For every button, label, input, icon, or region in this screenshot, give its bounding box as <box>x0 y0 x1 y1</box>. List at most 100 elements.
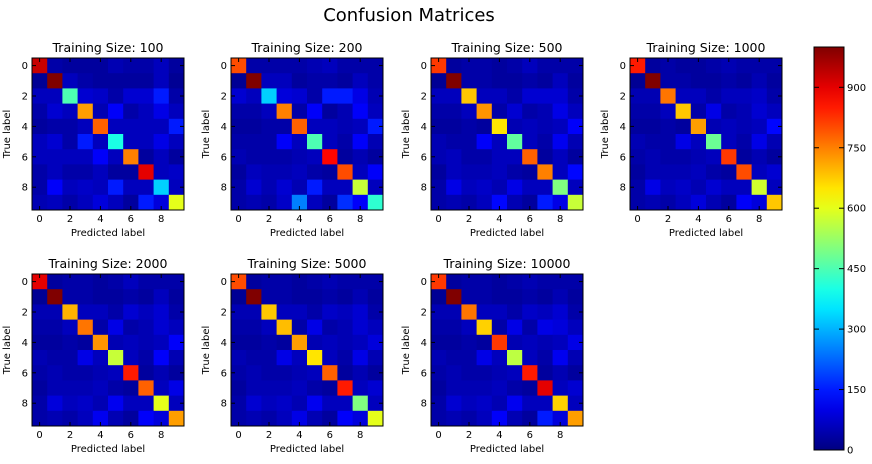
heatmap-cell <box>491 289 508 305</box>
y-tick-label: 4 <box>221 338 227 349</box>
heatmap-cell <box>77 58 94 74</box>
heatmap-cell <box>537 164 553 180</box>
heatmap-cell <box>246 73 262 89</box>
heatmap-cell <box>47 410 63 427</box>
colorbar-tick-label: 0 <box>847 446 853 457</box>
heatmap-cell <box>476 73 493 89</box>
heatmap-cell <box>507 274 523 290</box>
x-tick-label: 2 <box>67 214 73 225</box>
x-tick-label: 6 <box>128 430 134 441</box>
heatmap-cell <box>766 164 783 180</box>
y-tick-label: 6 <box>620 152 626 163</box>
heatmap-cell <box>337 410 353 427</box>
heatmap-cell <box>552 164 569 180</box>
heatmap-cell <box>491 134 508 150</box>
heatmap-cell <box>276 274 293 290</box>
heatmap-cell <box>123 334 139 351</box>
heatmap-cell <box>352 194 369 211</box>
heatmap-cell <box>246 58 262 74</box>
heatmap-cell <box>476 395 493 412</box>
heatmap-cell <box>47 274 63 290</box>
heatmap-cell <box>507 194 523 211</box>
heatmap-cell <box>491 365 508 381</box>
heatmap-cell <box>77 118 94 135</box>
heatmap-cell <box>431 164 447 180</box>
panel-title: Training Size: 5000 <box>247 256 367 271</box>
heatmap-cell <box>431 73 447 89</box>
colorbar-tick-label: 300 <box>847 325 866 336</box>
heatmap-cell <box>32 395 48 412</box>
heatmap-cell <box>307 334 323 351</box>
heatmap-cell <box>476 134 493 150</box>
heatmap-cell <box>92 194 109 211</box>
heatmap-cell <box>476 334 493 351</box>
heatmap-cell <box>62 164 78 180</box>
heatmap-cell <box>352 395 369 412</box>
panel-title: Training Size: 1000 <box>646 40 766 55</box>
heatmap-cell <box>77 88 94 104</box>
heatmap-cell <box>352 334 369 351</box>
heatmap-cell <box>77 194 94 211</box>
heatmap-cell <box>291 134 308 150</box>
heatmap-cell <box>476 88 493 104</box>
heatmap-cell <box>138 350 154 366</box>
heatmap-cell <box>322 395 338 412</box>
heatmap-cell <box>138 88 154 104</box>
panel-title: Training Size: 500 <box>451 40 563 55</box>
heatmap-cell <box>231 350 247 366</box>
heatmap-cell <box>567 395 584 412</box>
heatmap-cell <box>491 304 508 320</box>
heatmap-cell <box>721 194 737 211</box>
heatmap-cell <box>431 149 447 165</box>
heatmap-cell <box>307 395 323 412</box>
x-tick-label: 4 <box>695 214 701 225</box>
heatmap-cell <box>736 134 752 150</box>
heatmap-cell <box>736 103 752 120</box>
heatmap-cell <box>123 73 139 89</box>
panel-frame <box>430 273 584 427</box>
heatmap-cell <box>567 304 584 320</box>
heatmap-cell <box>307 380 323 396</box>
heatmap-cell <box>276 179 293 196</box>
heatmap-cell <box>552 289 569 305</box>
heatmap-cell <box>567 319 584 336</box>
x-tick-label: 0 <box>235 430 241 441</box>
figure-title: Confusion Matrices <box>323 5 495 26</box>
heatmap-cell <box>352 164 369 180</box>
heatmap-cell <box>246 365 262 381</box>
y-tick-label: 2 <box>421 308 427 319</box>
heatmap-cell <box>522 334 538 351</box>
heatmap-cell <box>431 365 447 381</box>
heatmap-cell <box>307 179 323 196</box>
heatmap-cell <box>446 380 462 396</box>
heatmap-cell <box>522 88 538 104</box>
heatmap-cell <box>168 319 185 336</box>
heatmap-cell <box>352 58 369 74</box>
heatmap-cell <box>108 134 124 150</box>
y-tick-label: 0 <box>22 61 28 72</box>
heatmap-cell <box>507 134 523 150</box>
heatmap-cell <box>168 73 185 89</box>
heatmap-cell <box>307 350 323 366</box>
heatmap-cell <box>77 73 94 89</box>
heatmap-cell <box>92 350 109 366</box>
heatmap-cell <box>352 410 369 427</box>
heatmap-cell <box>461 365 477 381</box>
heatmap-cell <box>92 395 109 412</box>
heatmap-cell <box>491 58 508 74</box>
heatmap-cell <box>431 304 447 320</box>
heatmap-cell <box>751 164 768 180</box>
heatmap-cell <box>751 194 768 211</box>
matrix-panel: Training Size: 1000 0 2 4 6 8 0 2 4 6 8 Predicted l… <box>600 40 783 239</box>
heatmap-cell <box>491 149 508 165</box>
heatmap-cell <box>246 350 262 366</box>
y-tick-label: 8 <box>421 399 427 410</box>
heatmap-cell <box>62 365 78 381</box>
heatmap-cell <box>246 304 262 320</box>
heatmap-cell <box>567 380 584 396</box>
x-axis-label: Predicted label <box>270 228 344 239</box>
colorbar-tick-label: 450 <box>847 264 866 275</box>
heatmap-cell <box>461 149 477 165</box>
